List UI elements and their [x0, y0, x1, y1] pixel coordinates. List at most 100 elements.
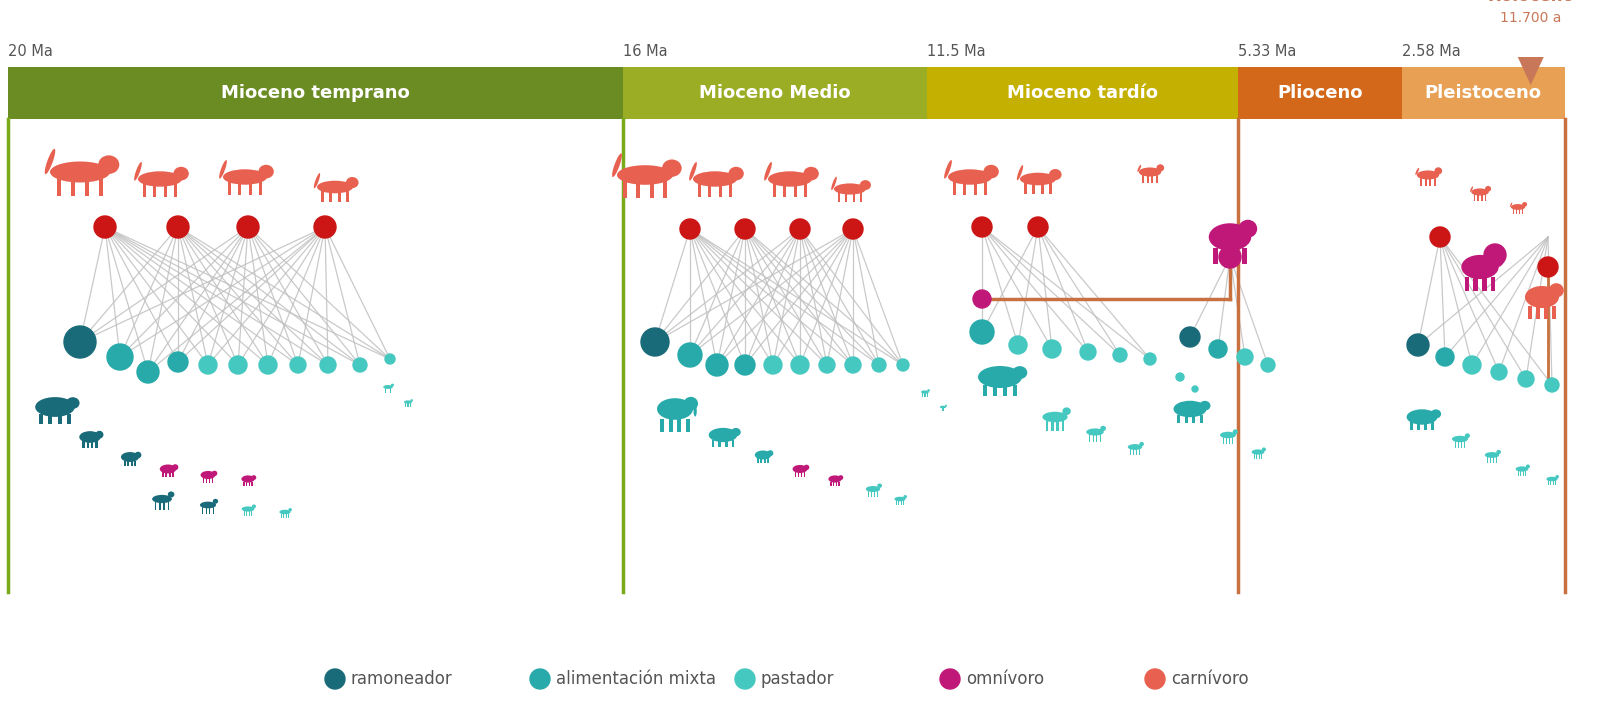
- Ellipse shape: [894, 497, 906, 502]
- Ellipse shape: [200, 502, 216, 508]
- Text: 2.58 Ma: 2.58 Ma: [1402, 44, 1461, 59]
- Ellipse shape: [803, 465, 810, 470]
- Ellipse shape: [173, 465, 178, 470]
- Bar: [1410, 422, 1413, 430]
- Bar: [1528, 306, 1533, 319]
- Circle shape: [325, 669, 346, 689]
- Bar: [322, 190, 323, 201]
- Ellipse shape: [242, 507, 254, 512]
- Ellipse shape: [251, 475, 256, 480]
- Ellipse shape: [792, 465, 808, 473]
- Ellipse shape: [96, 431, 104, 438]
- Bar: [622, 67, 926, 119]
- Ellipse shape: [1018, 165, 1022, 180]
- Bar: [1178, 415, 1179, 423]
- Ellipse shape: [122, 452, 139, 462]
- Bar: [229, 180, 230, 195]
- Bar: [86, 441, 90, 448]
- Bar: [58, 177, 61, 196]
- Bar: [725, 440, 728, 447]
- Bar: [134, 460, 136, 466]
- Circle shape: [734, 355, 755, 375]
- Circle shape: [168, 352, 189, 372]
- Bar: [1013, 385, 1018, 395]
- Circle shape: [1538, 257, 1558, 277]
- Ellipse shape: [1262, 448, 1266, 451]
- Bar: [163, 502, 165, 510]
- Ellipse shape: [280, 510, 291, 514]
- Bar: [1222, 248, 1227, 265]
- Ellipse shape: [1461, 255, 1499, 279]
- Circle shape: [290, 357, 306, 373]
- Ellipse shape: [1221, 432, 1235, 438]
- Bar: [1552, 306, 1555, 319]
- Circle shape: [94, 216, 115, 238]
- Bar: [861, 191, 862, 202]
- Circle shape: [1192, 386, 1198, 392]
- Ellipse shape: [765, 162, 771, 180]
- Ellipse shape: [618, 165, 674, 185]
- Ellipse shape: [683, 397, 698, 410]
- Circle shape: [198, 356, 218, 374]
- Bar: [1056, 420, 1059, 431]
- Circle shape: [166, 216, 189, 238]
- Circle shape: [354, 358, 366, 372]
- Ellipse shape: [346, 177, 358, 188]
- Bar: [1042, 182, 1043, 193]
- Ellipse shape: [1416, 168, 1419, 175]
- Ellipse shape: [288, 508, 291, 511]
- Ellipse shape: [1173, 401, 1206, 417]
- Bar: [1464, 277, 1469, 291]
- Bar: [677, 419, 682, 433]
- Circle shape: [898, 359, 909, 371]
- Ellipse shape: [1050, 169, 1061, 180]
- Ellipse shape: [1062, 407, 1070, 415]
- Bar: [173, 473, 174, 478]
- Circle shape: [1261, 358, 1275, 372]
- Bar: [330, 190, 331, 201]
- Bar: [669, 419, 672, 433]
- Bar: [1200, 415, 1203, 423]
- Text: 16 Ma: 16 Ma: [622, 44, 667, 59]
- Ellipse shape: [830, 177, 837, 190]
- Bar: [982, 385, 987, 395]
- Ellipse shape: [662, 159, 682, 177]
- Ellipse shape: [766, 450, 773, 457]
- Ellipse shape: [1546, 477, 1557, 481]
- Circle shape: [680, 219, 701, 239]
- Bar: [1192, 415, 1195, 423]
- Ellipse shape: [1418, 170, 1440, 180]
- Bar: [853, 191, 854, 202]
- Bar: [845, 191, 848, 202]
- Bar: [926, 67, 1238, 119]
- Text: Plioceno: Plioceno: [1277, 84, 1363, 102]
- Bar: [1536, 306, 1539, 319]
- Bar: [1242, 248, 1248, 265]
- Bar: [1482, 277, 1486, 291]
- Ellipse shape: [1138, 165, 1141, 172]
- Ellipse shape: [98, 156, 120, 174]
- Bar: [709, 182, 712, 197]
- Circle shape: [229, 356, 246, 374]
- Bar: [1051, 420, 1053, 431]
- Ellipse shape: [219, 160, 227, 179]
- Ellipse shape: [1510, 204, 1525, 210]
- Ellipse shape: [928, 389, 930, 392]
- Ellipse shape: [693, 172, 738, 187]
- Bar: [803, 472, 805, 477]
- Circle shape: [872, 358, 886, 372]
- Bar: [208, 478, 210, 483]
- Bar: [1050, 182, 1051, 193]
- Ellipse shape: [904, 495, 907, 499]
- Circle shape: [790, 219, 810, 239]
- Circle shape: [973, 217, 992, 237]
- Ellipse shape: [866, 486, 880, 492]
- Ellipse shape: [1555, 475, 1558, 478]
- Bar: [338, 190, 341, 201]
- Ellipse shape: [1522, 202, 1526, 206]
- Bar: [661, 419, 664, 433]
- Bar: [1424, 422, 1427, 430]
- Ellipse shape: [728, 166, 744, 180]
- Circle shape: [843, 219, 862, 239]
- Bar: [1544, 306, 1549, 319]
